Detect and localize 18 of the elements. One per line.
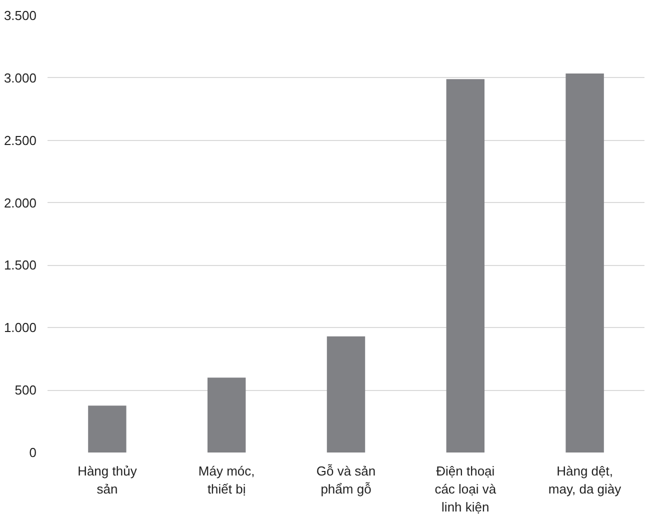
bar: [566, 74, 604, 452]
x-tick-label: Gỗ và sản phẩm gỗ: [316, 464, 376, 496]
x-tick-label: Máy móc, thiết bị: [198, 464, 255, 496]
y-tick-label: 3.000: [4, 70, 37, 86]
y-tick-label: 3.500: [4, 8, 37, 23]
bar: [446, 79, 485, 452]
bar: [88, 406, 126, 452]
y-tick-label: 0: [29, 445, 37, 460]
bar: [326, 336, 366, 452]
y-tick-label: 2.500: [4, 132, 37, 148]
y-tick-label: 500: [14, 382, 37, 398]
y-tick-label: 1.500: [4, 258, 37, 273]
bar: [207, 378, 246, 452]
x-tick-label: Hàng thủy sản: [78, 464, 138, 496]
x-tick-label: Điện thoại các loại và linh kiện: [434, 464, 497, 514]
y-tick-label: 1.000: [4, 320, 37, 336]
x-tick-label: Hàng dệt, may, da giày: [548, 464, 622, 496]
y-tick-label: 2.000: [4, 195, 37, 210]
